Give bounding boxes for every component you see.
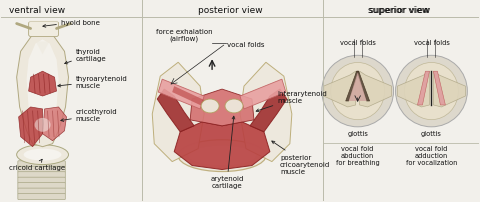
Polygon shape [43, 107, 67, 141]
Ellipse shape [35, 118, 50, 132]
Text: vocal fold
abduction
for breathing: vocal fold abduction for breathing [336, 145, 380, 165]
Polygon shape [250, 90, 287, 132]
Text: cricothyroid
muscle: cricothyroid muscle [61, 109, 117, 122]
Text: glottis: glottis [421, 130, 442, 136]
Circle shape [396, 56, 468, 127]
Circle shape [322, 56, 394, 127]
Polygon shape [36, 42, 49, 55]
Polygon shape [433, 72, 465, 107]
Ellipse shape [331, 63, 384, 120]
Polygon shape [240, 63, 292, 162]
FancyBboxPatch shape [29, 21, 58, 29]
Polygon shape [19, 107, 43, 147]
Text: posterior
cricoarytenoid
muscle: posterior cricoarytenoid muscle [272, 141, 330, 174]
Ellipse shape [178, 140, 266, 172]
Ellipse shape [405, 63, 458, 120]
Polygon shape [360, 72, 392, 107]
Text: thyroid
cartilage: thyroid cartilage [65, 48, 106, 65]
Polygon shape [433, 72, 445, 105]
FancyBboxPatch shape [18, 166, 65, 173]
Polygon shape [357, 72, 370, 101]
Ellipse shape [225, 100, 243, 113]
FancyBboxPatch shape [18, 161, 65, 167]
Text: superior view: superior view [369, 6, 430, 15]
FancyBboxPatch shape [18, 188, 65, 194]
FancyBboxPatch shape [18, 183, 65, 189]
Text: thyroarytenoid
muscle: thyroarytenoid muscle [58, 75, 127, 88]
Polygon shape [17, 30, 69, 147]
Polygon shape [152, 63, 204, 162]
Ellipse shape [17, 145, 69, 165]
FancyBboxPatch shape [29, 22, 59, 37]
Text: cricoid cartilage: cricoid cartilage [9, 160, 65, 170]
Text: vocal fold
adduction
for vocalization: vocal fold adduction for vocalization [406, 145, 457, 165]
FancyBboxPatch shape [18, 177, 65, 183]
Text: ventral view: ventral view [9, 6, 65, 15]
Polygon shape [26, 40, 59, 131]
Text: vocal folds: vocal folds [227, 42, 264, 48]
Polygon shape [397, 72, 430, 107]
Ellipse shape [201, 100, 219, 113]
FancyBboxPatch shape [18, 172, 65, 178]
Text: vocal folds: vocal folds [413, 40, 449, 46]
Polygon shape [157, 90, 194, 132]
Text: arytenoid
cartilage: arytenoid cartilage [210, 117, 244, 188]
Text: glottis: glottis [347, 130, 368, 136]
Text: vocal folds: vocal folds [340, 40, 375, 46]
Text: hyoid bone: hyoid bone [43, 19, 99, 28]
Polygon shape [346, 72, 370, 101]
Polygon shape [174, 122, 270, 170]
Text: Interarytenoid
muscle: Interarytenoid muscle [256, 90, 327, 112]
Polygon shape [324, 72, 356, 107]
Polygon shape [172, 87, 204, 106]
Polygon shape [348, 73, 367, 101]
FancyBboxPatch shape [18, 194, 65, 200]
Text: posterior view: posterior view [198, 6, 263, 15]
Ellipse shape [24, 149, 61, 161]
Polygon shape [190, 90, 254, 126]
Text: force exhalation
(airflow): force exhalation (airflow) [156, 28, 213, 42]
Polygon shape [240, 80, 286, 109]
Polygon shape [158, 80, 204, 109]
Polygon shape [29, 72, 57, 97]
Polygon shape [418, 72, 430, 105]
Polygon shape [346, 72, 359, 101]
Ellipse shape [188, 146, 256, 166]
Text: superior view: superior view [368, 6, 429, 15]
